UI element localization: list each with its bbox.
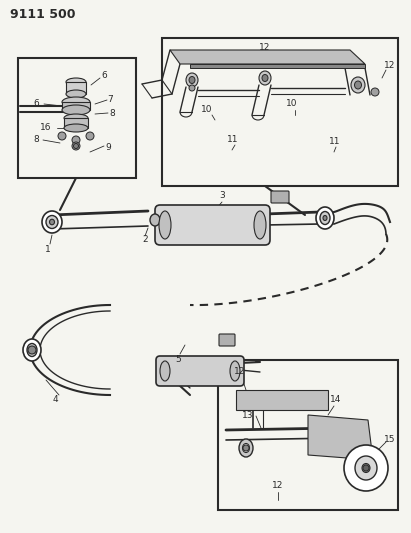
Text: 12: 12 <box>384 61 396 69</box>
Text: 8: 8 <box>109 109 115 117</box>
Bar <box>18 58 136 178</box>
Text: 10: 10 <box>286 100 298 109</box>
Text: 12: 12 <box>272 481 284 489</box>
Ellipse shape <box>355 81 362 89</box>
Ellipse shape <box>362 464 370 472</box>
Text: 9111 500: 9111 500 <box>10 7 76 20</box>
Polygon shape <box>308 415 373 460</box>
Text: 15: 15 <box>384 435 396 445</box>
Text: 8: 8 <box>33 135 39 144</box>
Ellipse shape <box>262 75 268 82</box>
Ellipse shape <box>64 124 88 132</box>
Ellipse shape <box>344 445 388 491</box>
Text: 10: 10 <box>201 106 213 115</box>
Circle shape <box>243 445 249 451</box>
Polygon shape <box>170 50 365 64</box>
FancyBboxPatch shape <box>156 356 244 386</box>
Ellipse shape <box>42 211 62 233</box>
Text: 14: 14 <box>330 395 342 405</box>
Text: 11: 11 <box>227 135 239 144</box>
Circle shape <box>74 143 79 149</box>
Circle shape <box>72 136 80 144</box>
Text: 9: 9 <box>105 143 111 152</box>
Ellipse shape <box>159 211 171 239</box>
Circle shape <box>363 465 369 471</box>
Ellipse shape <box>242 443 249 453</box>
Bar <box>62 102 90 110</box>
Ellipse shape <box>316 207 334 229</box>
FancyBboxPatch shape <box>155 205 270 245</box>
Ellipse shape <box>62 97 90 107</box>
Polygon shape <box>236 390 328 410</box>
Ellipse shape <box>160 361 170 381</box>
FancyBboxPatch shape <box>219 334 235 346</box>
Text: 12: 12 <box>234 367 246 376</box>
Text: 2: 2 <box>142 236 148 245</box>
Bar <box>218 360 398 510</box>
Ellipse shape <box>320 212 330 224</box>
Text: 5: 5 <box>175 356 181 365</box>
Ellipse shape <box>27 343 37 357</box>
Circle shape <box>28 346 36 354</box>
Circle shape <box>72 142 80 150</box>
Ellipse shape <box>230 361 240 381</box>
Text: 13: 13 <box>242 411 254 421</box>
Ellipse shape <box>150 214 160 226</box>
Text: 6: 6 <box>33 100 39 109</box>
Ellipse shape <box>254 211 266 239</box>
Circle shape <box>86 132 94 140</box>
Text: 16: 16 <box>40 124 52 133</box>
Bar <box>162 38 398 186</box>
Circle shape <box>58 132 66 140</box>
Text: 1: 1 <box>45 246 51 254</box>
Text: 12: 12 <box>259 44 271 52</box>
Bar <box>66 82 86 94</box>
Text: 3: 3 <box>219 191 225 200</box>
Ellipse shape <box>351 77 365 93</box>
Ellipse shape <box>186 73 198 87</box>
Ellipse shape <box>239 439 253 457</box>
Ellipse shape <box>323 215 327 221</box>
Ellipse shape <box>259 71 271 85</box>
Ellipse shape <box>49 219 55 225</box>
Bar <box>64 118 88 128</box>
Text: 7: 7 <box>107 94 113 103</box>
Ellipse shape <box>23 339 41 361</box>
Text: 11: 11 <box>329 138 341 147</box>
Ellipse shape <box>189 77 195 84</box>
Circle shape <box>371 88 379 96</box>
Ellipse shape <box>355 456 377 480</box>
Text: 4: 4 <box>52 395 58 405</box>
Ellipse shape <box>64 114 88 122</box>
Ellipse shape <box>46 215 58 229</box>
Ellipse shape <box>66 90 86 98</box>
Text: 6: 6 <box>101 71 107 80</box>
FancyBboxPatch shape <box>271 191 289 203</box>
Ellipse shape <box>62 105 90 115</box>
Polygon shape <box>190 64 365 68</box>
Circle shape <box>189 85 195 91</box>
Ellipse shape <box>66 78 86 86</box>
